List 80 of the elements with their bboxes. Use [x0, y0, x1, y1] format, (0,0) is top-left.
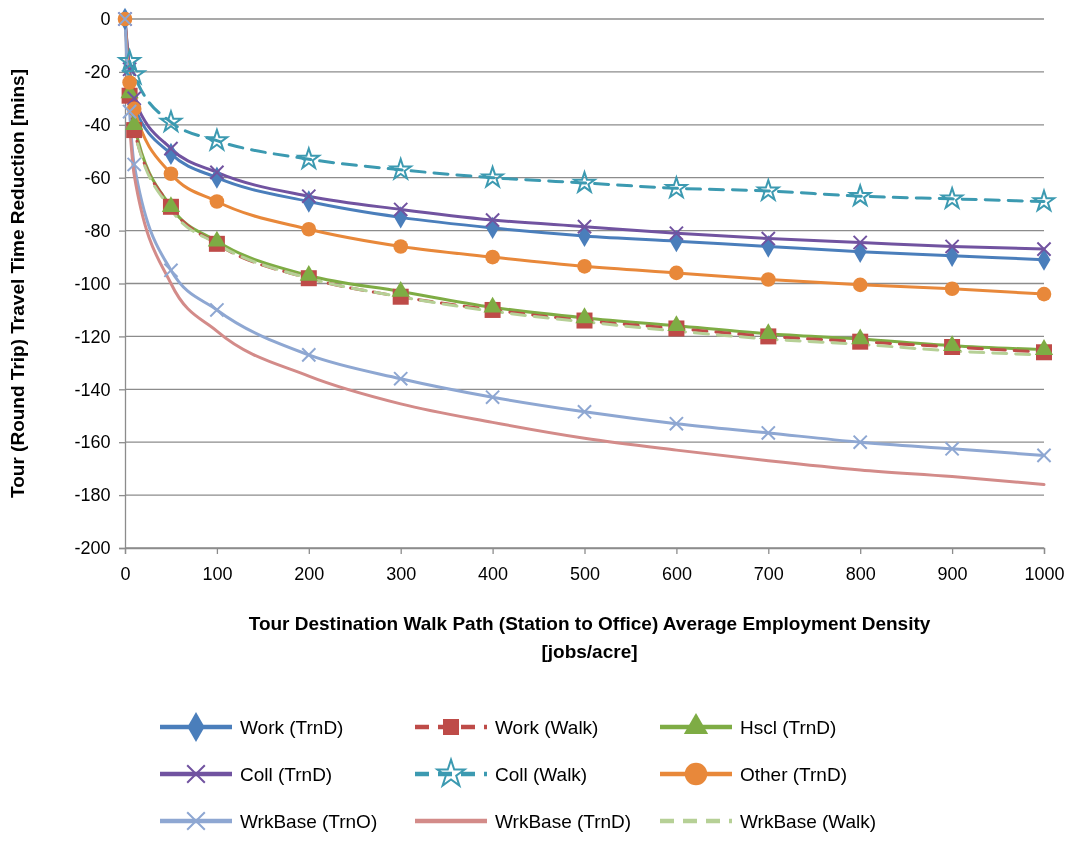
x-tick-label: 500 [569, 564, 601, 585]
y-tick-label: -60 [84, 167, 111, 188]
y-tick-label: 0 [100, 9, 111, 30]
legend-label: Work (TrnD) [240, 717, 344, 738]
x-tick-label: 200 [294, 564, 325, 585]
point [847, 182, 874, 208]
y-tick-label: -100 [74, 273, 111, 294]
point [393, 371, 409, 387]
x-tick-label: 400 [478, 564, 509, 585]
y-tick-label: -20 [84, 62, 111, 83]
point [577, 258, 592, 274]
legend-label: Hscl (TrnD) [740, 717, 837, 738]
point [1036, 286, 1052, 302]
y-tick-label: -180 [74, 485, 111, 506]
point [163, 166, 179, 182]
point [116, 47, 143, 73]
point [209, 302, 225, 318]
point [939, 185, 966, 211]
point [126, 156, 142, 173]
point [944, 441, 960, 457]
point [301, 188, 317, 204]
point [852, 234, 868, 251]
x-tick-label: 900 [937, 564, 968, 585]
y-tick-label: -140 [74, 379, 111, 400]
point [1031, 187, 1057, 213]
point [121, 60, 148, 86]
point [760, 230, 776, 247]
y-tick-label: -160 [74, 432, 111, 453]
point [209, 164, 225, 180]
point [1036, 447, 1052, 464]
legend-label: WrkBase (Walk) [740, 811, 877, 832]
legend-label: WrkBase (TrnD) [495, 811, 632, 832]
y-tick-label: -80 [84, 220, 111, 241]
point [122, 103, 138, 120]
point [393, 239, 409, 254]
legend-label: Work (Walk) [495, 717, 599, 738]
legend-label: WrkBase (TrnO) [240, 811, 378, 832]
point [1036, 241, 1052, 257]
x-tick-label: 600 [661, 564, 692, 585]
point [157, 108, 184, 134]
point [301, 347, 317, 363]
x-axis-title: Tour Destination Walk Path (Station to Office) Average Employment Density [jobs/acre] [248, 613, 931, 662]
point [163, 262, 179, 278]
point [852, 434, 868, 450]
point [485, 389, 501, 405]
point [393, 201, 409, 218]
point [485, 249, 500, 265]
point [944, 281, 960, 297]
point [576, 404, 593, 420]
x-tick-label: 800 [845, 564, 876, 585]
point [576, 219, 593, 235]
legend-label: Other (TrnD) [740, 764, 847, 785]
point [485, 212, 501, 228]
point [163, 141, 179, 157]
y-axis-title: Tour (Round Trip) Travel Time Reduction [mins] [7, 69, 28, 498]
point [668, 225, 684, 241]
x-tick-label: 700 [753, 564, 784, 585]
point [852, 277, 868, 293]
y-tick-label: -40 [84, 115, 111, 136]
point [669, 265, 684, 281]
point [122, 75, 137, 90]
point [668, 416, 684, 432]
legend-label: Coll (Walk) [495, 764, 588, 785]
point [301, 221, 317, 237]
x-tick-label: 100 [202, 564, 233, 585]
y-tick-label: -120 [74, 326, 111, 347]
point [295, 145, 322, 171]
point [663, 174, 690, 200]
point [203, 127, 230, 152]
point [209, 194, 225, 209]
y-tick-label: -200 [74, 538, 111, 559]
point [125, 114, 144, 131]
x-tick-label: 0 [120, 564, 131, 585]
point [944, 238, 960, 255]
point [760, 272, 776, 287]
legend-label: Coll (TrnD) [240, 764, 333, 785]
x-tick-label: 1000 [1024, 564, 1065, 585]
x-tick-label: 300 [386, 564, 417, 585]
point [126, 90, 142, 106]
point [760, 425, 776, 441]
